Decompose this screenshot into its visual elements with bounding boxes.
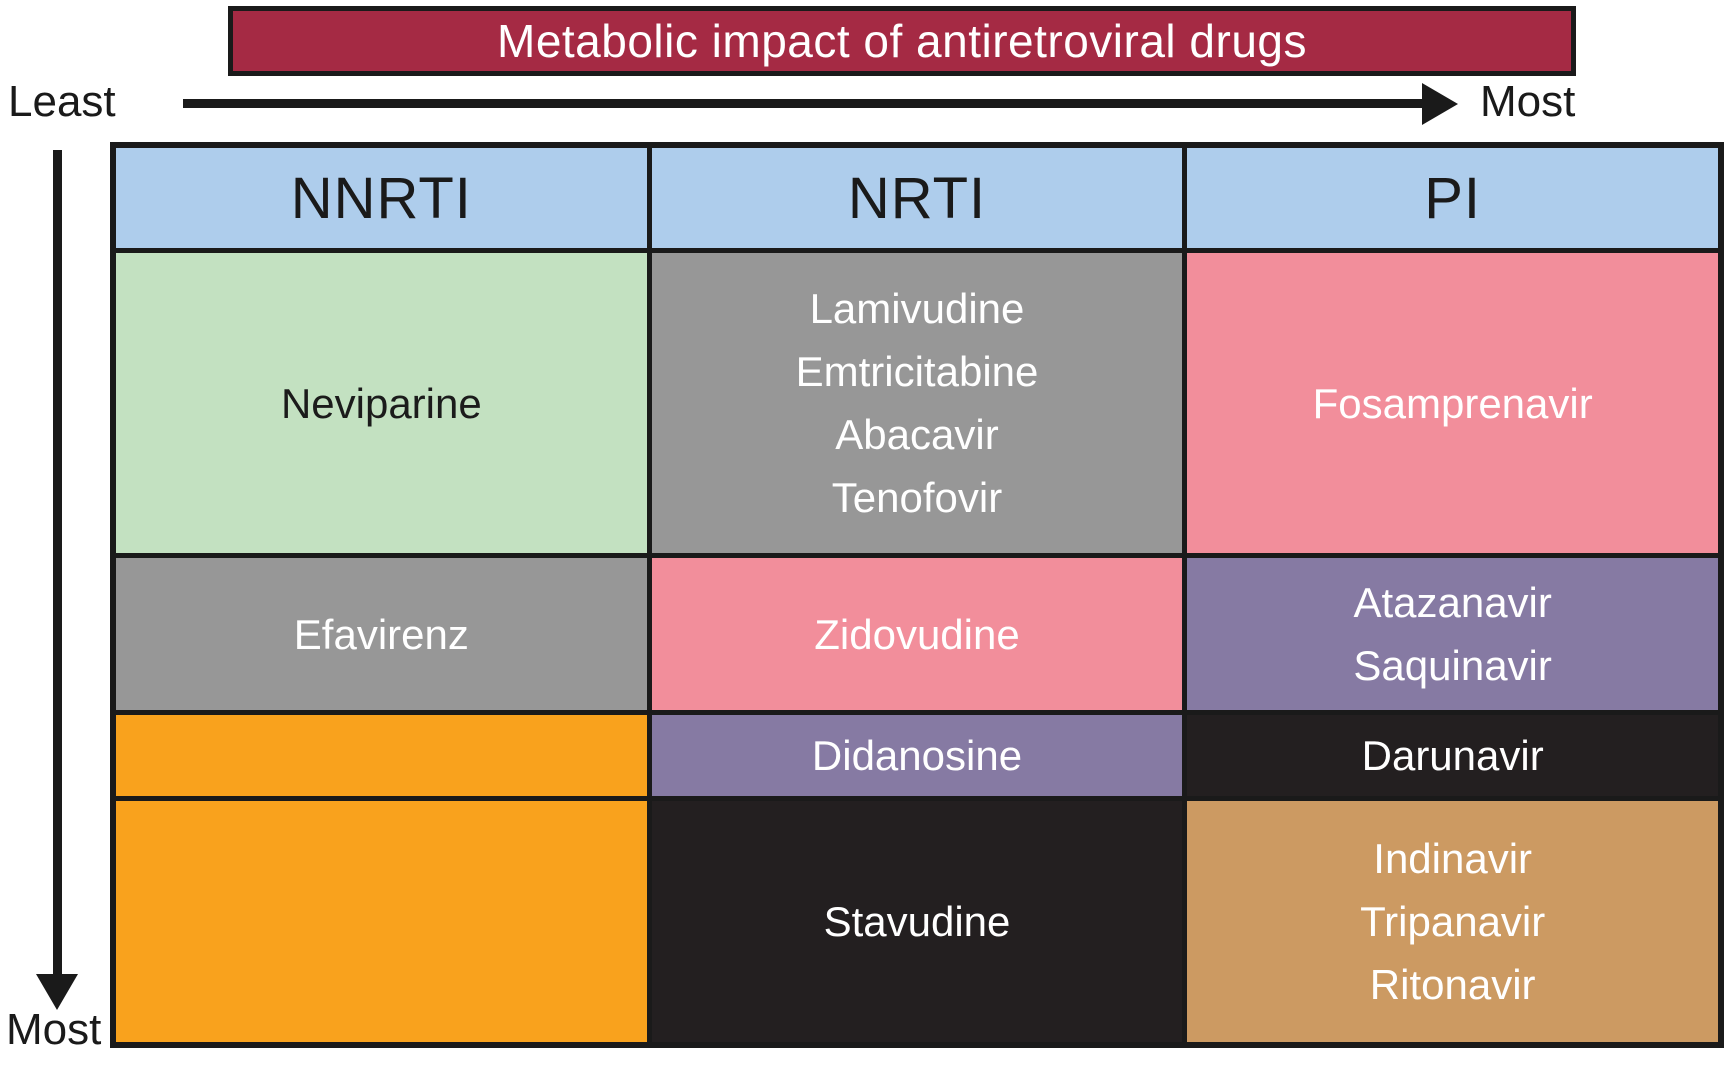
figure-title-banner: Metabolic impact of antiretroviral drugs bbox=[228, 6, 1576, 76]
vertical-axis-end-label: Most bbox=[6, 1005, 102, 1054]
cell-nnrti-row1: Neviparine bbox=[116, 253, 647, 553]
cell-nrti-row2: Zidovudine bbox=[651, 558, 1183, 710]
cell-nnrti-row2: Efavirenz bbox=[116, 558, 647, 710]
horizontal-axis-start-label: Least bbox=[8, 77, 116, 126]
drug-class-table: NNRTI NRTI PI Neviparine Lamivudine Emtr… bbox=[110, 142, 1724, 1048]
horizontal-axis-arrow bbox=[183, 99, 1425, 108]
horizontal-axis-end-label: Most bbox=[1480, 77, 1576, 126]
cell-pi-row1: Fosamprenavir bbox=[1187, 253, 1718, 553]
figure-title: Metabolic impact of antiretroviral drugs bbox=[497, 15, 1307, 67]
column-header-nrti: NRTI bbox=[651, 148, 1183, 248]
cell-nnrti-row4-empty bbox=[116, 801, 647, 1042]
cell-nrti-row4: Stavudine bbox=[651, 801, 1183, 1042]
cell-nnrti-row3-empty bbox=[116, 715, 647, 796]
column-header-pi: PI bbox=[1187, 148, 1718, 248]
cell-nrti-row1: Lamivudine Emtricitabine Abacavir Tenofo… bbox=[651, 253, 1183, 553]
cell-pi-row4: Indinavir Tripanavir Ritonavir bbox=[1187, 801, 1718, 1042]
cell-pi-row2: Atazanavir Saquinavir bbox=[1187, 558, 1718, 710]
cell-nrti-row3: Didanosine bbox=[651, 715, 1183, 796]
arrowhead-right-icon bbox=[1422, 83, 1458, 125]
arrowhead-down-icon bbox=[36, 974, 78, 1010]
vertical-axis-arrow bbox=[53, 150, 62, 976]
cell-pi-row3: Darunavir bbox=[1187, 715, 1718, 796]
column-header-nnrti: NNRTI bbox=[116, 148, 647, 248]
